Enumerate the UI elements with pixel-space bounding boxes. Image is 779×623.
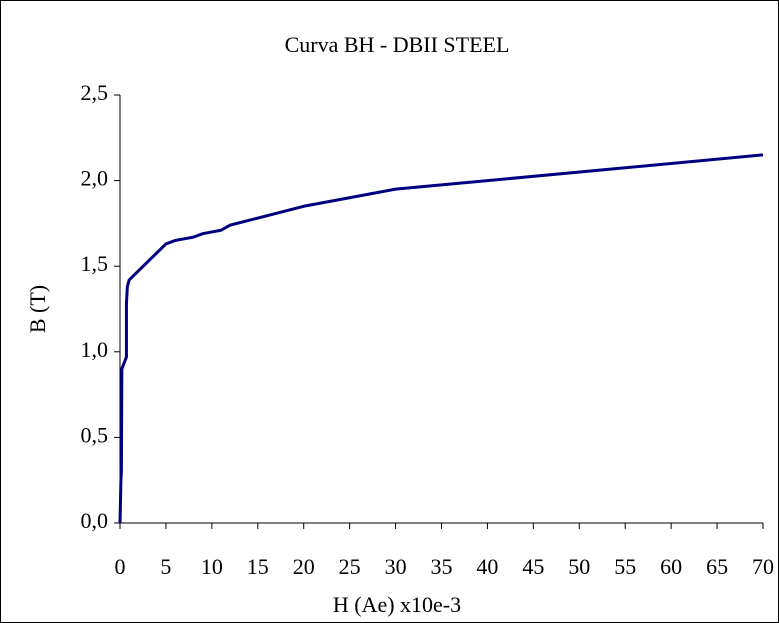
x-tick-label: 5 <box>160 554 171 579</box>
x-tick-label: 70 <box>752 554 774 579</box>
x-tick-label: 50 <box>568 554 590 579</box>
x-tick-label: 25 <box>339 554 361 579</box>
y-tick-label: 1,0 <box>81 337 109 362</box>
x-tick-label: 45 <box>522 554 544 579</box>
x-tick-label: 0 <box>115 554 126 579</box>
x-tick-label: 40 <box>476 554 498 579</box>
x-tick-label: 60 <box>660 554 682 579</box>
line-series <box>118 153 764 524</box>
x-tick-label: 55 <box>614 554 636 579</box>
y-tick-label: 0,0 <box>81 508 109 533</box>
x-tick-label: 35 <box>431 554 453 579</box>
x-tick-label: 65 <box>706 554 728 579</box>
y-tick-label: 2,0 <box>81 166 109 191</box>
y-axis-label: B (T) <box>25 285 50 333</box>
x-axis-label: H (Ae) x10e-3 <box>333 592 461 617</box>
x-tick-label: 30 <box>385 554 407 579</box>
x-tick-label: 20 <box>293 554 315 579</box>
y-tick-label: 2,5 <box>81 80 109 105</box>
x-tick-label: 10 <box>201 554 223 579</box>
y-tick-label: 1,5 <box>81 251 109 276</box>
x-tick-label: 15 <box>247 554 269 579</box>
chart-title: Curva BH - DBII STEEL <box>285 32 510 57</box>
y-tick-label: 0,5 <box>81 422 109 447</box>
